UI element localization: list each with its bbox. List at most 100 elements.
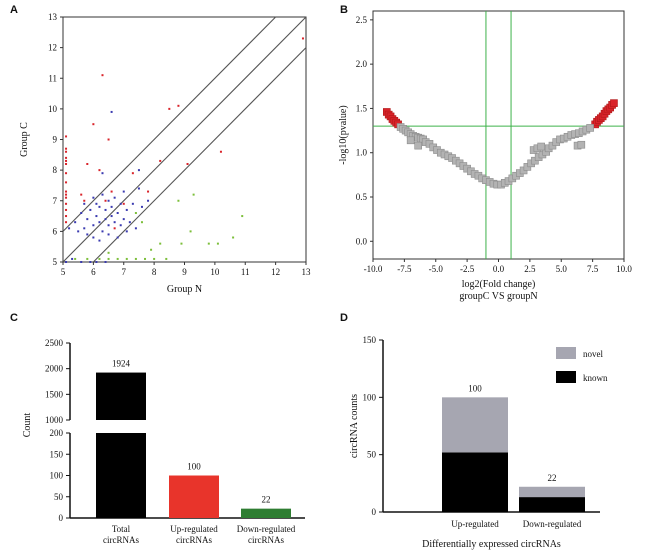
panel-a-point-down-11 (159, 242, 162, 245)
panel-a-point-other-3 (89, 261, 92, 263)
panel-d-chart: 0 50 100 150 100 Up-regulated 22 Down-regulated… (349, 335, 608, 550)
panel-a-point-up-0 (65, 135, 68, 138)
panel-a-ytick-label: 13 (48, 12, 58, 22)
panel-a-point-down-13 (180, 242, 183, 245)
panel-a-point-other-43 (131, 202, 134, 205)
panel-a-point-up-7 (65, 181, 68, 184)
panel-a-point-other-26 (104, 208, 107, 211)
panel-a-point-down-8 (153, 257, 156, 260)
panel-a-point-other-1 (71, 257, 74, 260)
panel-a-point-other-39 (122, 190, 125, 193)
panel-a-point-down-4 (116, 257, 119, 260)
panel-a-ylabel: Group C (19, 122, 30, 157)
panel-b-ytick-label: 1.5 (356, 103, 368, 113)
panel-c-data-label: 22 (262, 495, 271, 505)
panel-a-xtick-label: 9 (182, 267, 187, 277)
panel-b-ytick-label: 1.0 (356, 148, 368, 158)
panel-a-point-other-7 (74, 221, 77, 224)
panel-a-point-other-8 (77, 230, 80, 233)
panel-a-fold-line-1 (62, 16, 307, 263)
panel-a-point-down-14 (189, 230, 192, 233)
panel-a-point-other-9 (80, 212, 83, 214)
panel-a-point-up-21 (113, 227, 116, 230)
panel-a-point-down-10 (150, 248, 153, 251)
panel-c-bar-2-lower (241, 508, 291, 518)
panel-c-ytick-label: 50 (54, 492, 64, 502)
panel-a-point-up-5 (65, 163, 68, 165)
panel-a-point-up-10 (65, 196, 68, 199)
panel-a-xtick-label: 10 (210, 267, 220, 277)
panel-c-category-label: Up-regulated (170, 524, 218, 534)
panel-b-ytick-label: 0.5 (356, 192, 368, 202)
panel-d-bar-novel-1 (519, 486, 585, 498)
panel-a-point-down-19 (192, 193, 195, 196)
panel-a-point-other-27 (107, 233, 110, 236)
panel-a-point-other-40 (125, 230, 128, 233)
panel-a-point-down-7 (144, 257, 147, 260)
panel-a-point-other-38 (122, 218, 125, 221)
panel-a-point-down-18 (241, 215, 244, 218)
panel-a-point-other-33 (113, 196, 116, 199)
panel-a-xtick-label: 6 (91, 267, 96, 277)
panel-d-legend-label-novel: novel (583, 349, 603, 359)
panel-b-xtick-label: -10.0 (364, 264, 383, 274)
panel-d-total-label: 100 (468, 383, 482, 393)
panel-a-point-up-15 (80, 193, 83, 196)
panel-a-point-up-27 (177, 104, 180, 107)
panel-c-ytick-label: 100 (50, 471, 64, 481)
panel-a-point-other-13 (86, 218, 89, 221)
panel-a-point-up-4 (65, 159, 68, 162)
panel-a-point-down-1 (86, 257, 89, 260)
panel-d-category-label: Up-regulated (451, 519, 499, 529)
panel-b-xtick-label: -2.5 (460, 264, 475, 274)
panel-a-point-up-23 (131, 172, 134, 175)
panel-b-ylabel: -log10(pvalue) (338, 105, 349, 164)
panel-c-ytick-label: 0 (59, 513, 64, 523)
panel-a-point-other-0 (65, 261, 68, 263)
panel-a-ytick-label: 11 (48, 73, 57, 83)
panel-a-point-other-25 (104, 218, 107, 221)
panel-a-point-up-11 (65, 202, 68, 205)
panel-a-point-up-22 (122, 202, 125, 205)
panel-c-bar-0-upper (96, 372, 146, 420)
panel-a-point-other-12 (86, 233, 89, 236)
panel-d-ytick-label: 50 (367, 450, 377, 460)
panel-a-point-down-6 (134, 257, 137, 260)
panel-a-ytick-label: 12 (48, 43, 57, 53)
panel-a-point-up-33 (86, 163, 89, 165)
panel-c-bar-1-lower (169, 475, 219, 518)
panel-b-xtick-label: 5.0 (556, 264, 568, 274)
panel-a-point-down-22 (107, 251, 110, 254)
panel-b-point-significant-17 (610, 99, 618, 107)
panel-a-xtick-label: 8 (152, 267, 157, 277)
panel-b-xlabel: log2(Fold change) (462, 279, 536, 290)
panel-b-xtick-label: -5.0 (429, 264, 444, 274)
panel-a-point-other-41 (125, 208, 128, 211)
panel-a-point-other-5 (104, 261, 107, 263)
panel-a-point-up-16 (83, 199, 86, 202)
panel-c-ytick-label: 1000 (45, 415, 64, 425)
panel-d-ytick-label: 0 (372, 507, 377, 517)
panel-a-point-other-14 (89, 208, 92, 211)
panel-c-category-label: circRNAs (103, 535, 139, 545)
panel-b-point-not_significant-13 (414, 141, 422, 150)
panel-a-ytick-label: 10 (48, 104, 58, 114)
panel-a-point-up-28 (186, 163, 189, 165)
panel-a-point-down-16 (216, 242, 219, 245)
panel-b-point-not_significant-56 (586, 124, 594, 132)
panel-a-point-up-14 (65, 221, 68, 224)
panel-a-point-other-44 (134, 227, 137, 230)
panel-a-ytick-label: 9 (53, 135, 58, 145)
panel-a-point-other-47 (147, 199, 150, 202)
panel-a-point-up-8 (65, 190, 68, 193)
panel-c-ylabel: Count (22, 413, 33, 438)
panel-a-xtick-label: 12 (271, 267, 280, 277)
panel-c-bar-0-lower (96, 433, 146, 518)
panel-a-point-down-15 (207, 242, 210, 245)
panel-c-category-label: circRNAs (248, 535, 284, 545)
panel-a-point-other-23 (101, 230, 104, 233)
panel-a-ytick-label: 7 (53, 196, 58, 206)
panel-a-point-up-30 (301, 37, 304, 40)
panel-a-ytick-label: 6 (53, 226, 58, 236)
